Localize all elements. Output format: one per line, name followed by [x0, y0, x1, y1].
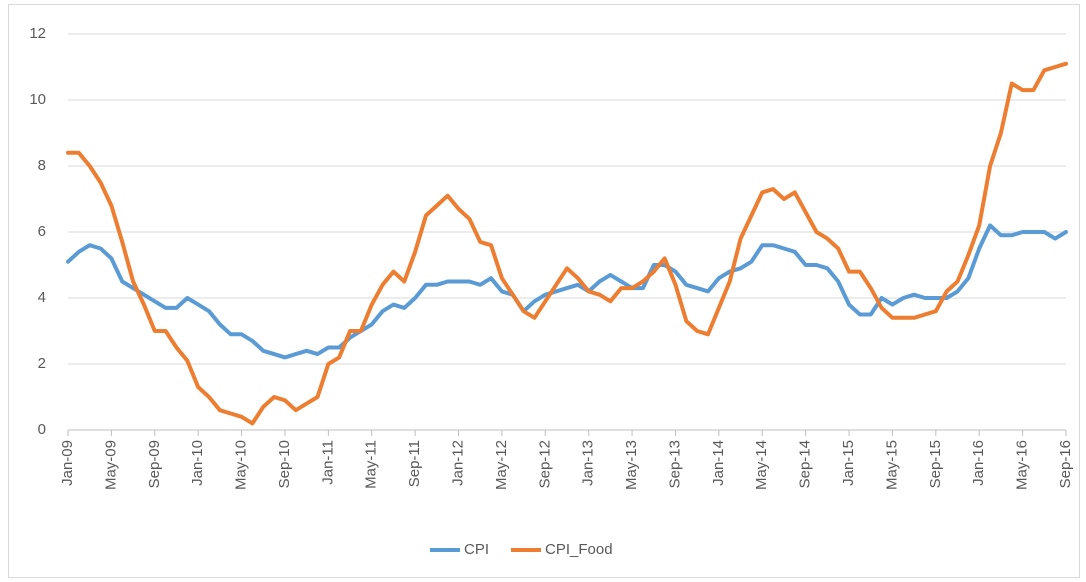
x-tick-label: Jan-11 — [319, 440, 336, 485]
x-tick-label: May-10 — [233, 440, 250, 490]
x-tick-label: Sep-14 — [797, 440, 814, 488]
x-tick-label: May-13 — [623, 440, 640, 490]
x-tick-label: May-15 — [883, 440, 900, 490]
x-tick-label: Sep-09 — [146, 440, 163, 488]
x-tick-label: Jan-10 — [189, 440, 206, 486]
x-tick-label: May-11 — [363, 440, 380, 489]
y-tick-label: 12 — [29, 25, 46, 42]
y-tick-label: 4 — [38, 289, 46, 306]
y-tick-label: 6 — [38, 223, 46, 240]
x-tick-label: Jan-16 — [970, 440, 987, 486]
x-tick-label: Sep-16 — [1057, 440, 1074, 488]
x-tick-label: May-09 — [102, 440, 119, 490]
chart-frame — [8, 4, 1080, 578]
x-tick-label: Jan-12 — [449, 440, 466, 486]
x-tick-label: Sep-13 — [666, 440, 683, 488]
y-tick-label: 8 — [38, 157, 46, 174]
series-line — [66, 61, 1068, 426]
x-tick-label: Jan-09 — [59, 440, 76, 486]
y-tick-label: 10 — [29, 91, 46, 108]
legend-label: CPI_Food — [545, 541, 613, 558]
x-tick-label: Sep-15 — [927, 440, 944, 488]
x-tick-label: Sep-12 — [536, 440, 553, 488]
x-tick-label: May-12 — [493, 440, 510, 490]
x-tick-label: May-14 — [753, 440, 770, 490]
x-tick-label: Sep-11 — [406, 440, 423, 487]
x-tick-label: Jan-14 — [710, 440, 727, 486]
series-line — [66, 223, 1068, 360]
x-tick-label: Jan-15 — [840, 440, 857, 486]
x-tick-label: Sep-10 — [276, 440, 293, 488]
x-tick-label: May-16 — [1014, 440, 1031, 490]
y-tick-label: 2 — [38, 355, 46, 372]
y-tick-label: 0 — [38, 421, 46, 438]
x-tick-label: Jan-13 — [580, 440, 597, 486]
legend-label: CPI — [464, 541, 489, 558]
